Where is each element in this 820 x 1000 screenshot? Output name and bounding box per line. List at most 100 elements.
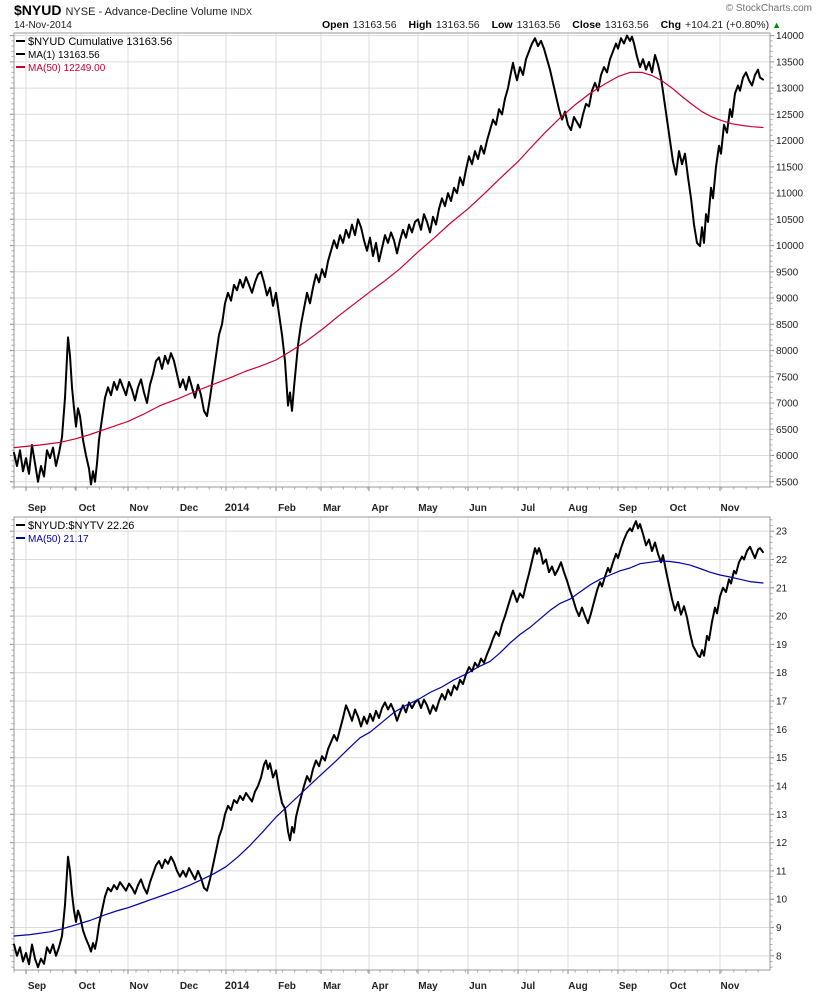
chart-header: $NYUD NYSE - Advance-Decline Volume INDX [14, 2, 252, 20]
svg-text:16: 16 [776, 725, 788, 736]
line-swatch-icon [16, 524, 25, 527]
svg-text:12000: 12000 [776, 136, 804, 147]
x-axis-label: Jun [469, 981, 487, 992]
svg-text:8: 8 [776, 951, 782, 962]
x-axis-label: Apr [371, 503, 388, 514]
svg-text:5500: 5500 [776, 477, 799, 488]
svg-text:11000: 11000 [776, 189, 804, 200]
legend-item: $NYUD:$NYTV 22.26 [16, 520, 134, 533]
x-axis-label: Sep [619, 981, 637, 992]
x-axis-label: Mar [323, 503, 341, 514]
svg-text:13500: 13500 [776, 57, 804, 68]
svg-text:9: 9 [776, 923, 782, 934]
series-line-ma50 [13, 71, 764, 449]
ohlc-quote-bar: Open 13163.56 High 13163.56 Low 13163.56 Cl… [322, 19, 781, 31]
x-axis-label: Dec [180, 503, 199, 514]
high-label: High [408, 19, 432, 31]
svg-text:19: 19 [776, 640, 788, 651]
x-axis-label: Feb [278, 503, 296, 514]
svg-text:20: 20 [776, 612, 788, 623]
x-axis-label: Apr [371, 981, 388, 992]
svg-text:17: 17 [776, 697, 788, 708]
svg-text:13: 13 [776, 810, 788, 821]
x-axis-label: May [418, 981, 438, 992]
open-label: Open [321, 19, 349, 31]
series-line-cumulative [13, 34, 764, 486]
x-axis-label: Sep [28, 503, 46, 514]
svg-text:11: 11 [776, 866, 787, 877]
legend-bottom-panel: $NYUD:$NYTV 22.26 MA(50) 21.17 [16, 520, 134, 546]
svg-text:22: 22 [776, 555, 788, 566]
nyud-cumulative-panel: 5500 6000 6500 7000 7500 8000 8500 9000 9500 1000… [10, 31, 804, 514]
svg-text:10: 10 [776, 895, 788, 906]
x-axis-label: Sep [28, 981, 46, 992]
svg-text:21: 21 [776, 583, 788, 594]
x-axis-label: Aug [568, 503, 587, 514]
open-value: 13163.56 [352, 19, 397, 31]
legend-text: MA(50) 21.17 [28, 534, 89, 545]
nyud-nytv-ratio-panel: 8 9 10 11 12 13 14 15 16 17 18 19 20 21 22 23 Sep Oct Nov D… [10, 516, 788, 992]
legend-item: MA(50) 21.17 [16, 533, 134, 546]
svg-text:10500: 10500 [776, 215, 804, 226]
symbol-label: $NYUD [14, 2, 62, 18]
svg-text:15: 15 [776, 753, 788, 764]
high-value: 13163.56 [435, 19, 480, 31]
series-line-ratio [13, 520, 764, 969]
legend-item: MA(1) 13163.56 [16, 49, 172, 62]
svg-text:6500: 6500 [776, 425, 799, 436]
legend-item: MA(50) 12249.00 [16, 62, 172, 75]
x-axis-label: Sep [619, 503, 637, 514]
svg-text:8000: 8000 [776, 346, 799, 357]
svg-text:14000: 14000 [776, 31, 804, 42]
x-axis-label: Feb [278, 981, 296, 992]
x-axis-label: Nov [721, 503, 740, 514]
svg-text:7000: 7000 [776, 399, 799, 410]
svg-text:9500: 9500 [776, 267, 799, 278]
x-axis-label: 2014 [225, 980, 250, 992]
date-label: 14-Nov-2014 [14, 20, 72, 31]
x-axis-label: 2014 [225, 502, 250, 514]
x-axis-label: May [418, 503, 438, 514]
line-swatch-icon [16, 537, 25, 540]
svg-text:18: 18 [776, 668, 788, 679]
svg-text:23: 23 [776, 527, 788, 538]
svg-text:12: 12 [776, 838, 788, 849]
x-axis-label: Nov [130, 981, 149, 992]
x-axis-label: Dec [180, 981, 199, 992]
legend-item: $NYUD Cumulative 13163.56 [16, 36, 172, 49]
series-line-ma50 [13, 560, 764, 937]
x-axis-label: Oct [670, 503, 687, 514]
svg-text:8500: 8500 [776, 320, 799, 331]
x-axis-label: Aug [568, 981, 587, 992]
symbol-description: NYSE - Advance-Decline Volume [65, 6, 228, 18]
copyright-label: © StockCharts.com [725, 3, 812, 14]
x-axis-label: Nov [130, 503, 149, 514]
legend-text: $NYUD:$NYTV 22.26 [28, 520, 135, 532]
legend-text: $NYUD Cumulative 13163.56 [28, 36, 173, 48]
x-axis-label: Oct [670, 981, 687, 992]
svg-text:6000: 6000 [776, 451, 799, 462]
legend-text: MA(1) 13163.56 [28, 50, 100, 61]
legend-text: MA(50) 12249.00 [28, 63, 106, 74]
x-axis-label: Jul [521, 503, 536, 514]
x-axis-label: Jul [521, 981, 536, 992]
chg-value: +104.21 (+0.80%) [685, 19, 770, 31]
line-swatch-icon [16, 66, 25, 69]
chg-label: Chg [660, 19, 682, 31]
close-label: Close [572, 19, 601, 31]
svg-text:7500: 7500 [776, 372, 799, 383]
x-axis-label: Jun [469, 503, 487, 514]
x-axis-label: Oct [79, 981, 96, 992]
x-axis-label: Nov [721, 981, 740, 992]
close-value: 13163.56 [604, 19, 649, 31]
legend-top-panel: $NYUD Cumulative 13163.56 MA(1) 13163.56… [16, 36, 172, 75]
exchange-label: INDX [230, 7, 253, 17]
low-label: Low [491, 19, 513, 31]
line-swatch-icon [16, 40, 25, 43]
line-swatch-icon [16, 53, 25, 56]
x-axis-label: Oct [79, 503, 96, 514]
svg-text:13000: 13000 [776, 84, 804, 95]
up-arrow-icon: ▲ [772, 20, 781, 30]
